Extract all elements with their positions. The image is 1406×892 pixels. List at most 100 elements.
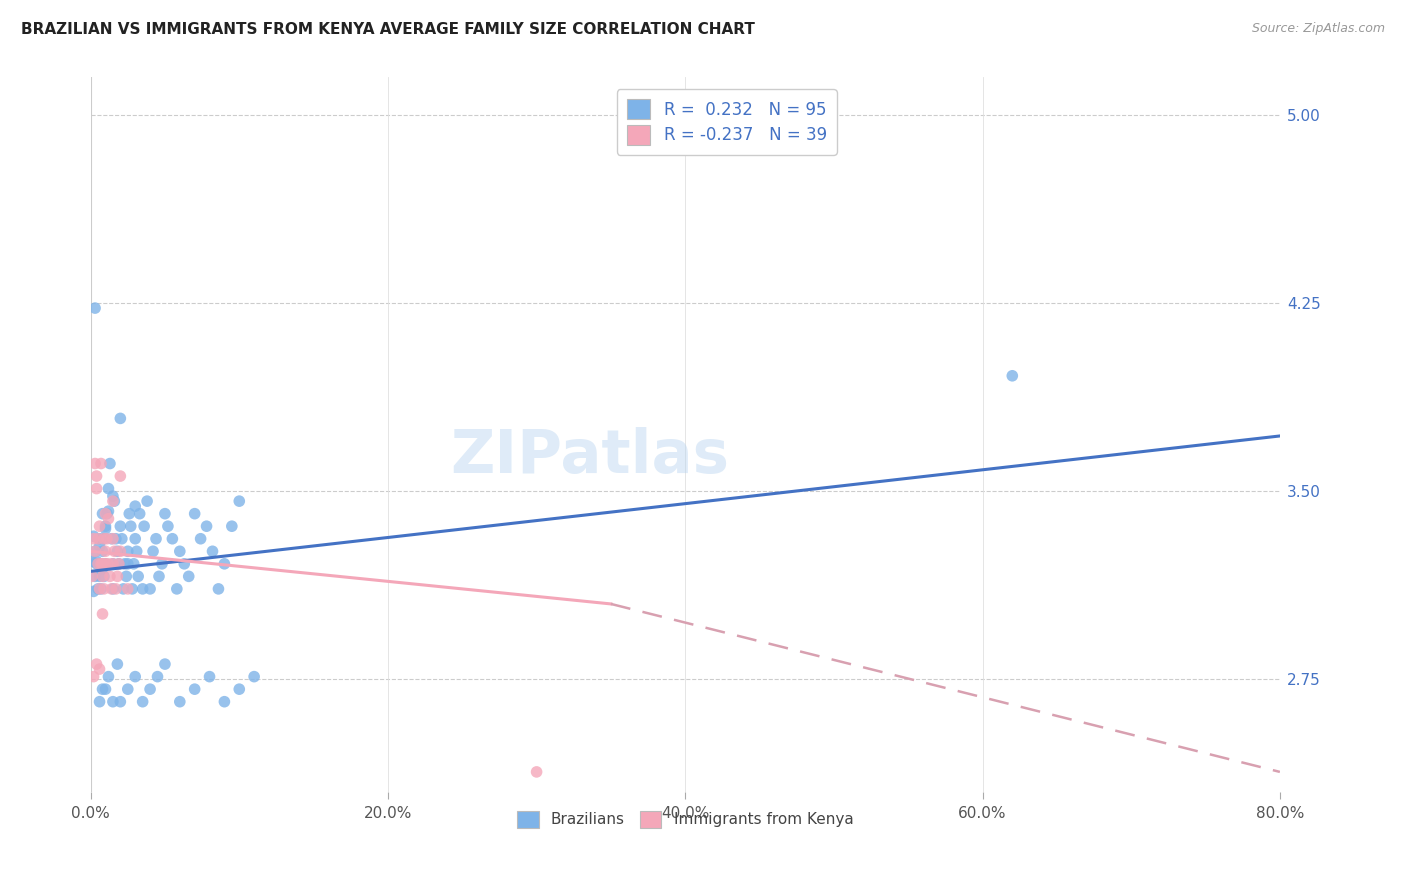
Point bbox=[207, 582, 229, 596]
Point bbox=[127, 569, 149, 583]
Point bbox=[195, 519, 218, 533]
Point bbox=[94, 544, 117, 558]
Point bbox=[98, 457, 121, 471]
Point bbox=[90, 557, 112, 571]
Point bbox=[89, 519, 111, 533]
Point bbox=[214, 695, 236, 709]
Point bbox=[150, 557, 173, 571]
Point bbox=[1001, 368, 1024, 383]
Point bbox=[162, 532, 184, 546]
Point bbox=[122, 557, 145, 571]
Point bbox=[243, 670, 266, 684]
Point bbox=[183, 507, 205, 521]
Point bbox=[110, 544, 132, 558]
Point bbox=[101, 582, 124, 596]
Point bbox=[114, 557, 136, 571]
Point bbox=[125, 544, 148, 558]
Point bbox=[93, 582, 115, 596]
Point bbox=[110, 411, 132, 425]
Point bbox=[153, 657, 176, 672]
Point bbox=[117, 582, 139, 596]
Point bbox=[84, 544, 107, 558]
Point bbox=[201, 544, 224, 558]
Point bbox=[105, 657, 128, 672]
Point bbox=[94, 519, 117, 533]
Point bbox=[112, 582, 135, 596]
Point bbox=[94, 557, 117, 571]
Point bbox=[97, 557, 120, 571]
Point bbox=[108, 557, 131, 571]
Point bbox=[84, 457, 107, 471]
Point bbox=[145, 532, 167, 546]
Point bbox=[91, 544, 114, 558]
Point bbox=[124, 670, 146, 684]
Point bbox=[94, 507, 117, 521]
Point bbox=[94, 682, 117, 697]
Point bbox=[86, 557, 108, 571]
Point bbox=[87, 557, 110, 571]
Point bbox=[117, 544, 139, 558]
Text: ZIPatlas: ZIPatlas bbox=[450, 426, 730, 485]
Point bbox=[96, 507, 118, 521]
Point bbox=[101, 695, 124, 709]
Point bbox=[97, 511, 120, 525]
Point bbox=[153, 507, 176, 521]
Point bbox=[91, 682, 114, 697]
Point bbox=[89, 695, 111, 709]
Point bbox=[214, 557, 236, 571]
Point bbox=[169, 544, 191, 558]
Point bbox=[121, 582, 143, 596]
Point bbox=[117, 682, 139, 697]
Text: Source: ZipAtlas.com: Source: ZipAtlas.com bbox=[1251, 22, 1385, 36]
Point bbox=[120, 519, 142, 533]
Point bbox=[115, 569, 138, 583]
Point bbox=[228, 682, 250, 697]
Point bbox=[166, 582, 188, 596]
Point bbox=[96, 532, 118, 546]
Point bbox=[128, 507, 150, 521]
Point bbox=[90, 557, 112, 571]
Point bbox=[91, 569, 114, 583]
Point bbox=[526, 764, 548, 779]
Point bbox=[90, 582, 112, 596]
Point bbox=[89, 569, 111, 583]
Point bbox=[101, 494, 124, 508]
Point bbox=[156, 519, 179, 533]
Point bbox=[124, 499, 146, 513]
Point bbox=[91, 557, 114, 571]
Point bbox=[190, 532, 212, 546]
Point bbox=[87, 582, 110, 596]
Point bbox=[139, 682, 162, 697]
Point bbox=[169, 695, 191, 709]
Point bbox=[94, 522, 117, 536]
Point bbox=[148, 569, 170, 583]
Point bbox=[87, 532, 110, 546]
Legend: Brazilians, Immigrants from Kenya: Brazilians, Immigrants from Kenya bbox=[510, 805, 859, 834]
Point bbox=[83, 529, 105, 543]
Point bbox=[97, 504, 120, 518]
Point bbox=[221, 519, 243, 533]
Point bbox=[93, 532, 115, 546]
Point bbox=[103, 494, 125, 508]
Point bbox=[177, 569, 200, 583]
Point bbox=[93, 569, 115, 583]
Point bbox=[86, 554, 108, 568]
Point bbox=[104, 582, 127, 596]
Point bbox=[146, 670, 169, 684]
Point bbox=[139, 582, 162, 596]
Point bbox=[89, 582, 111, 596]
Point bbox=[83, 670, 105, 684]
Point bbox=[91, 562, 114, 576]
Point bbox=[100, 532, 122, 546]
Point bbox=[100, 582, 122, 596]
Point bbox=[83, 584, 105, 599]
Point bbox=[91, 507, 114, 521]
Point bbox=[101, 557, 124, 571]
Point bbox=[131, 695, 153, 709]
Point bbox=[87, 557, 110, 571]
Point bbox=[136, 494, 159, 508]
Point bbox=[89, 539, 111, 553]
Point bbox=[98, 569, 121, 583]
Point bbox=[110, 469, 132, 483]
Point bbox=[89, 662, 111, 676]
